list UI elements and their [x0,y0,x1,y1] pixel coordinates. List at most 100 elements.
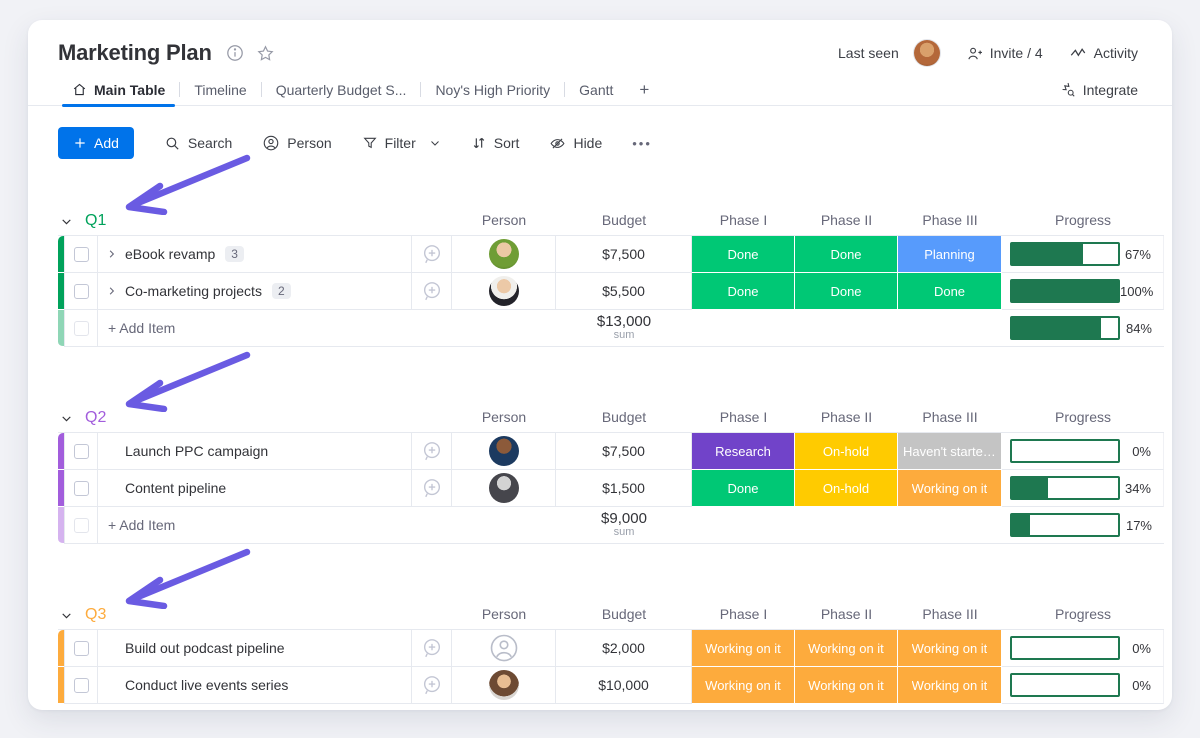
column-header-budget[interactable]: Budget [601,212,647,228]
status-phase1[interactable]: Research [692,433,795,470]
column-header-phase3[interactable]: Phase III [922,606,978,622]
item-name[interactable]: Content pipeline [125,480,227,496]
hide-button[interactable]: Hide [549,135,602,152]
progress-cell[interactable]: 0% [1002,630,1164,667]
column-header-phase1[interactable]: Phase I [719,606,768,622]
status-phase2[interactable]: Done [795,273,898,310]
unassigned-person-icon[interactable] [489,633,519,663]
add-update-cell[interactable] [412,630,452,667]
column-header-phase1[interactable]: Phase I [719,212,768,228]
budget-cell[interactable]: $2,000 [556,630,692,667]
column-header-person[interactable]: Person [481,606,527,622]
status-phase2[interactable]: On-hold [795,433,898,470]
assignee-avatar[interactable] [488,670,519,700]
person-cell[interactable] [452,667,556,704]
column-header-person[interactable]: Person [481,212,527,228]
progress-cell[interactable]: 34% [1002,470,1164,507]
add-update-cell[interactable] [412,667,452,704]
row-checkbox[interactable] [73,283,89,299]
column-header-person[interactable]: Person [481,409,527,425]
integrate-button[interactable]: Integrate [1059,81,1138,98]
item-name-cell[interactable]: Conduct live events series [98,667,412,704]
item-name[interactable]: eBook revamp [125,246,216,262]
column-header-phase3[interactable]: Phase III [922,409,978,425]
assignee-avatar[interactable] [488,239,519,269]
chevron-down-icon[interactable] [60,609,73,622]
row-checkbox[interactable] [73,443,89,459]
group-title[interactable]: Q3 [85,606,107,623]
add-update-icon[interactable] [421,243,443,265]
status-phase3[interactable]: Haven't started... [898,433,1002,470]
person-cell[interactable] [452,273,556,310]
expand-subitems-icon[interactable] [106,249,117,260]
status-phase1[interactable]: Done [692,470,795,507]
tab-timeline[interactable]: Timeline [180,74,260,106]
budget-cell[interactable]: $7,500 [556,433,692,470]
group-title[interactable]: Q1 [85,212,107,229]
group-title[interactable]: Q2 [85,409,107,426]
column-header-phase2[interactable]: Phase II [820,606,873,622]
column-header-phase2[interactable]: Phase II [820,409,873,425]
status-phase2[interactable]: Done [795,236,898,273]
favorite-star-icon[interactable] [256,44,275,63]
status-phase2[interactable]: Working on it [795,630,898,667]
person-cell[interactable] [452,433,556,470]
info-icon[interactable] [226,44,244,62]
progress-cell[interactable]: 0% [1002,667,1164,704]
add-update-cell[interactable] [412,470,452,507]
row-checkbox[interactable] [73,517,89,533]
filter-button[interactable]: Filter [362,135,441,151]
add-item-cell[interactable]: + Add Item [98,507,412,544]
sort-button[interactable]: Sort [471,135,519,151]
invite-button[interactable]: Invite / 4 [966,45,1043,62]
item-name[interactable]: Conduct live events series [125,677,289,693]
tab-main-table[interactable]: Main Table [58,74,179,107]
budget-cell[interactable]: $1,500 [556,470,692,507]
person-filter-button[interactable]: Person [262,134,332,152]
row-checkbox[interactable] [73,640,89,656]
budget-cell[interactable]: $10,000 [556,667,692,704]
column-header-phase3[interactable]: Phase III [922,212,978,228]
chevron-down-icon[interactable] [60,215,73,228]
add-update-cell[interactable] [412,433,452,470]
add-item-label[interactable]: + Add Item [108,517,176,533]
item-name-cell[interactable]: eBook revamp 3 [98,236,412,273]
tab-gantt[interactable]: Gantt [565,74,627,106]
column-header-progress[interactable]: Progress [1054,606,1112,622]
progress-cell[interactable]: 100% [1002,273,1164,310]
add-item-cell[interactable]: + Add Item [98,310,412,347]
add-update-icon[interactable] [421,477,443,499]
column-header-phase1[interactable]: Phase I [719,409,768,425]
chevron-down-icon[interactable] [60,412,73,425]
item-name-cell[interactable]: Build out podcast pipeline [98,630,412,667]
add-update-icon[interactable] [421,674,443,696]
add-item-label[interactable]: + Add Item [108,320,176,336]
person-cell[interactable] [452,236,556,273]
status-phase1[interactable]: Working on it [692,630,795,667]
column-header-budget[interactable]: Budget [601,606,647,622]
column-header-progress[interactable]: Progress [1054,212,1112,228]
assignee-avatar[interactable] [488,473,519,503]
tab-noys-high-priority[interactable]: Noy's High Priority [421,74,564,106]
more-options-button[interactable]: ••• [632,136,652,151]
add-update-cell[interactable] [412,273,452,310]
item-name[interactable]: Co-marketing projects [125,283,262,299]
row-checkbox[interactable] [73,677,89,693]
last-seen-avatar[interactable] [913,40,940,66]
column-header-budget[interactable]: Budget [601,409,647,425]
budget-cell[interactable]: $7,500 [556,236,692,273]
row-checkbox[interactable] [73,320,89,336]
progress-cell[interactable]: 0% [1002,433,1164,470]
status-phase3[interactable]: Working on it [898,667,1002,704]
tab-quarterly-budget[interactable]: Quarterly Budget S... [262,74,421,106]
group-collapse-toggle[interactable]: Q3 [60,606,106,624]
status-phase2[interactable]: Working on it [795,667,898,704]
item-name[interactable]: Build out podcast pipeline [125,640,285,656]
add-update-icon[interactable] [421,280,443,302]
add-update-icon[interactable] [421,637,443,659]
chevron-down-icon[interactable] [429,137,441,149]
add-update-cell[interactable] [412,236,452,273]
add-view-button[interactable]: + [627,74,661,106]
person-cell[interactable] [452,630,556,667]
status-phase1[interactable]: Done [692,236,795,273]
